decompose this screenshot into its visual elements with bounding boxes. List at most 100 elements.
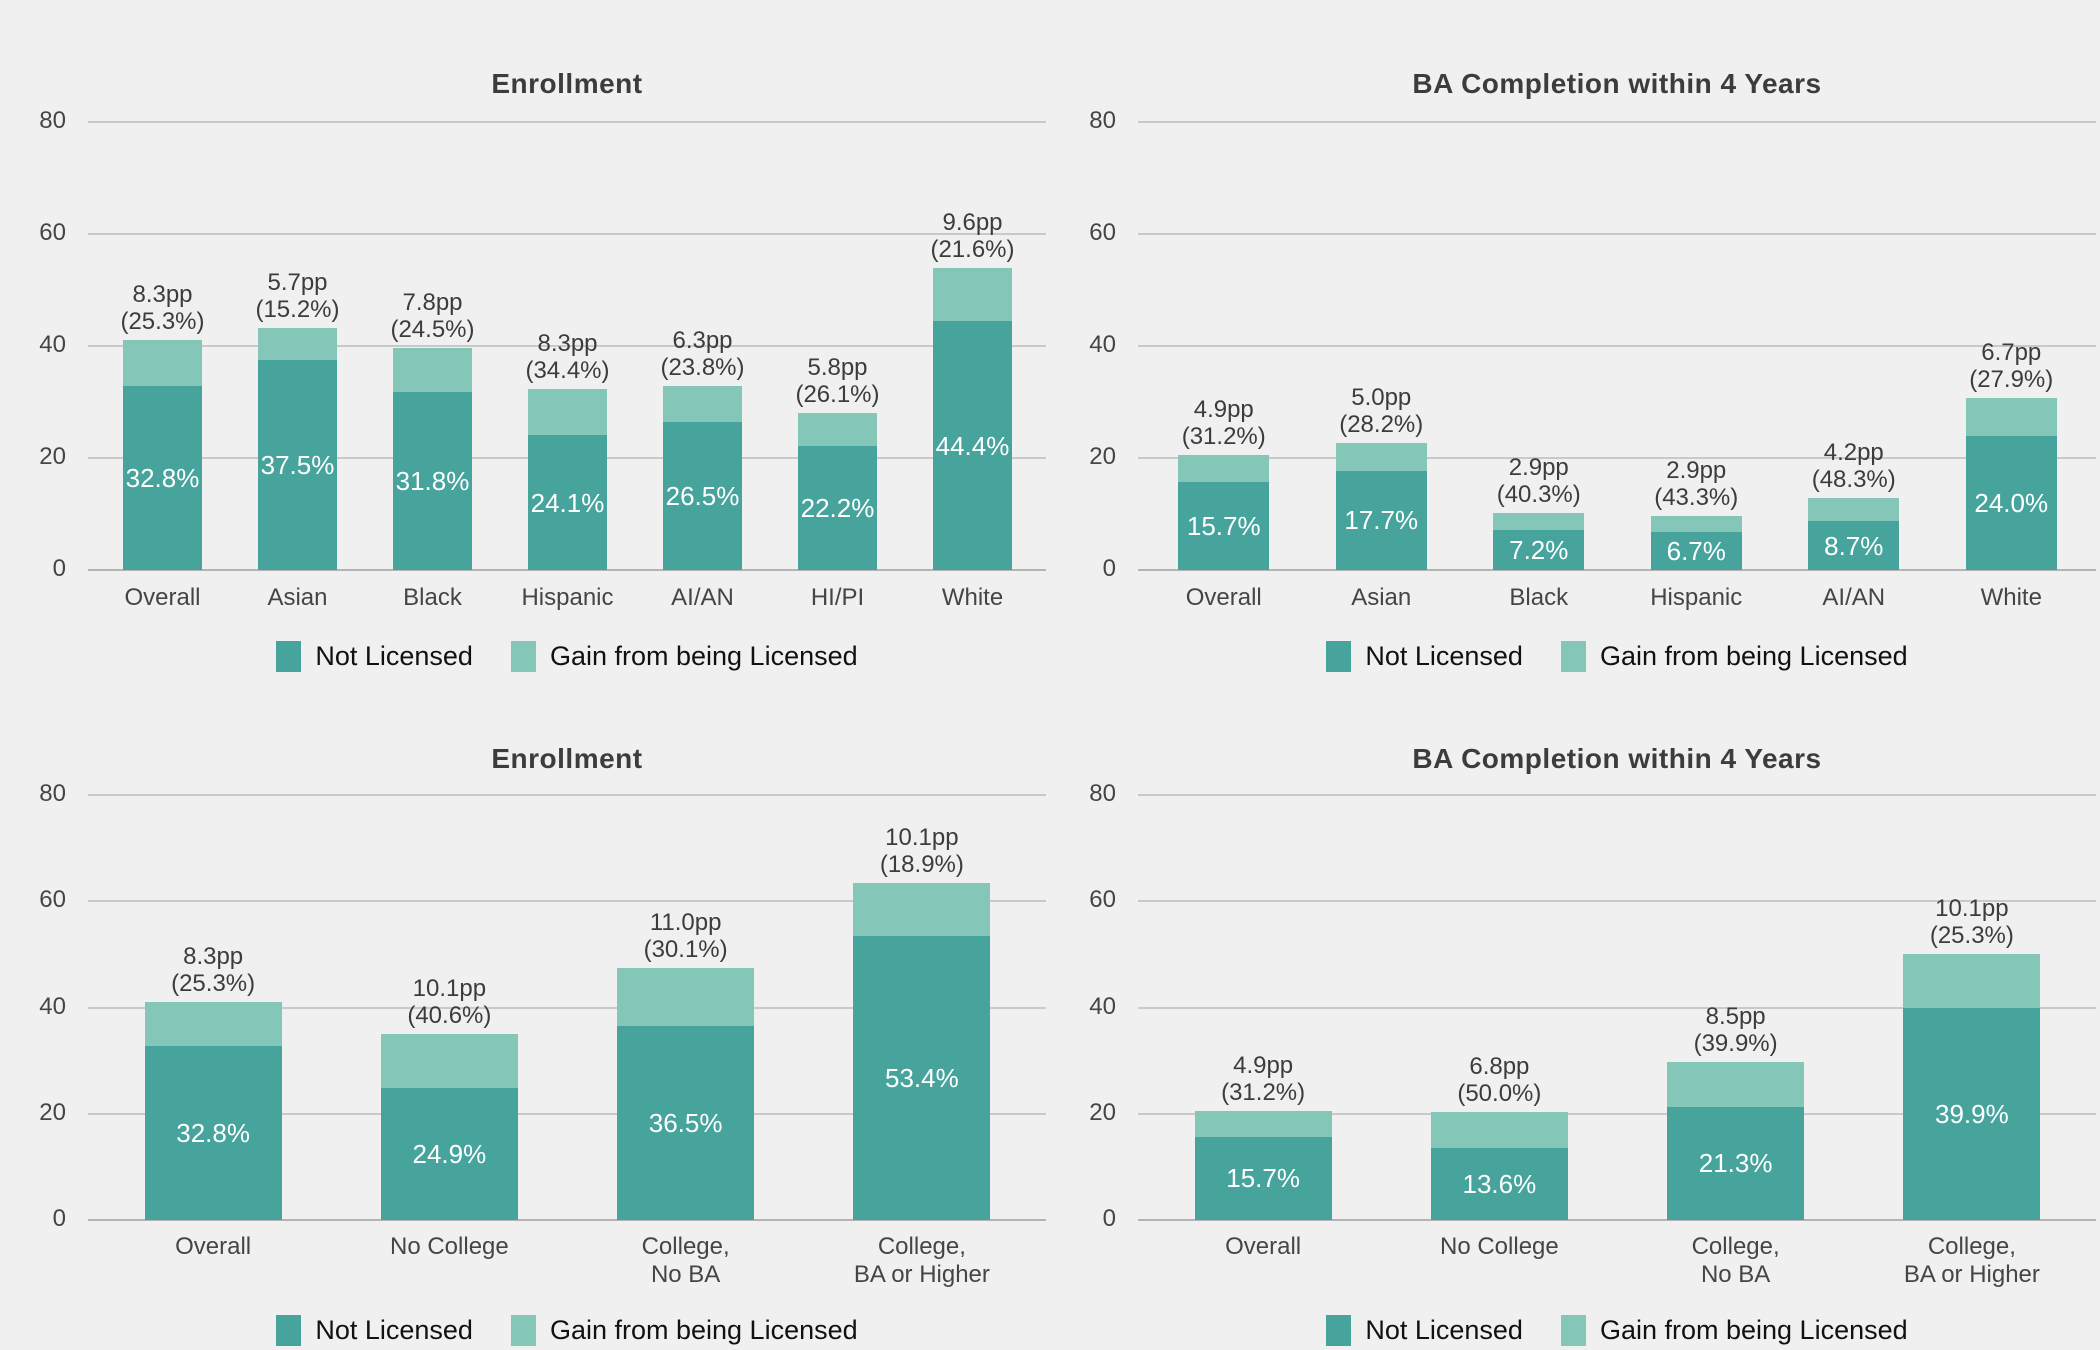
bar-gain-label: 6.8pp (50.0%) xyxy=(1389,1053,1609,1107)
bar-value-label: 15.7% xyxy=(1226,1163,1300,1194)
bar-gain-label-line: (31.2%) xyxy=(1181,422,1266,450)
x-category-label: College, No BA xyxy=(1606,1233,1866,1289)
bar-gain-label: 8.3pp (25.3%) xyxy=(103,943,323,997)
bar-segment-not-licensed xyxy=(617,1026,755,1220)
y-tick-label-60: 60 xyxy=(1089,886,1116,914)
gridline-y0 xyxy=(88,1219,1046,1221)
bar-gain-label-line: (40.3%) xyxy=(1496,481,1581,509)
x-category-label-line: College, xyxy=(1927,1233,2016,1260)
x-category-label: College, BA or Higher xyxy=(1842,1233,2100,1289)
legend-swatch-gain xyxy=(510,1314,536,1346)
x-category-label-line: HI/PI xyxy=(810,584,865,611)
bar-value-label: 8.7% xyxy=(1824,530,1884,561)
bar-gain-label-line: (27.9%) xyxy=(1969,366,2054,394)
bar-gain-label-line: (23.8%) xyxy=(660,354,745,382)
bar-segment-not-licensed xyxy=(1194,1136,1332,1220)
x-category-label-line: College, xyxy=(877,1233,966,1260)
bar-value-label: 26.5% xyxy=(665,480,740,511)
bar-segment-gain xyxy=(1808,497,1900,522)
gridline-y60 xyxy=(88,900,1046,903)
bar-gain-label-line: (26.1%) xyxy=(795,381,880,409)
bar-gain-label-line: 4.9pp xyxy=(1193,395,1254,423)
bar-value-label: 24.0% xyxy=(1974,487,2049,518)
gridline-y20 xyxy=(88,1112,1046,1115)
bar-value-label: 6.7% xyxy=(1666,536,1726,567)
legend-swatch-gain xyxy=(1560,1314,1586,1346)
bar-gain-label-line: (28.2%) xyxy=(1339,410,1424,438)
x-category-label: Asian xyxy=(1251,584,1511,612)
x-category-label-line: No BA xyxy=(650,1261,721,1288)
bar-gain-label: 5.7pp (15.2%) xyxy=(188,269,408,323)
bar-gain-label-line: (34.4%) xyxy=(525,356,610,384)
x-category-label-line: Asian xyxy=(267,584,328,611)
legend-swatch-not-licensed xyxy=(276,640,302,672)
gridline-y60 xyxy=(88,233,1046,235)
bar-gain-label-line: 10.1pp xyxy=(412,975,487,1003)
x-category-label-line: Black xyxy=(1509,584,1569,611)
x-category-label-line: AI/AN xyxy=(1822,584,1886,611)
chart-panel-ba-completion-race: BA Completion within 4 Years 0 20 40 60 80 15… xyxy=(1050,0,2100,675)
legend-item: Not Licensed xyxy=(276,640,473,672)
bar-segment-gain xyxy=(144,1001,282,1046)
bar-value-label: 24.9% xyxy=(412,1138,487,1169)
bar-segment-not-licensed xyxy=(528,435,607,570)
bar-gain-label-line: 5.8pp xyxy=(807,354,868,382)
x-category-label: Black xyxy=(1409,584,1669,612)
x-category-label-line: Black xyxy=(403,584,462,611)
bar-segment-gain xyxy=(1178,454,1270,483)
y-tick-label-40: 40 xyxy=(39,992,66,1020)
x-category-label: AI/AN xyxy=(1724,584,1984,612)
bar-segment-gain xyxy=(528,388,607,436)
bar-value-label: 17.7% xyxy=(1344,505,1419,536)
legend-item: Gain from being Licensed xyxy=(510,640,858,672)
bar-gain-label-line: (39.9%) xyxy=(1693,1029,1778,1057)
gridline-y0 xyxy=(1138,1219,2096,1221)
x-category-label-line: Asian xyxy=(1351,584,1412,611)
x-category-label: White xyxy=(1881,584,2100,612)
chart-title: Enrollment xyxy=(491,743,643,774)
bar-segment-gain xyxy=(123,339,202,387)
bar-gain-label-line: (30.1%) xyxy=(643,935,728,963)
chart-panel-ba-completion-parent-ed: BA Completion within 4 Years 0 20 40 60 80 15… xyxy=(1050,675,2100,1350)
bar-gain-label-line: (48.3%) xyxy=(1811,465,1896,493)
bar-segment-gain xyxy=(393,348,472,392)
x-category-label: Black xyxy=(303,584,563,612)
legend-item: Gain from being Licensed xyxy=(1560,1314,1908,1346)
y-tick-label-80: 80 xyxy=(39,107,66,134)
gridline-y0 xyxy=(88,569,1046,571)
legend-label: Gain from being Licensed xyxy=(1599,1314,1908,1345)
bar-gain-label-line: 8.5pp xyxy=(1705,1002,1766,1030)
bar-value-label: 44.4% xyxy=(935,430,1010,461)
bar-value-label: 37.5% xyxy=(260,450,335,480)
bar-gain-label-line: 7.8pp xyxy=(402,289,463,317)
bar-segment-not-licensed xyxy=(258,360,337,570)
gridline-y40 xyxy=(1138,1006,2096,1009)
y-tick-label-60: 60 xyxy=(39,219,66,246)
x-category-label: Overall xyxy=(1133,1233,1393,1261)
bar-value-label: 7.2% xyxy=(1509,534,1569,565)
legend-item: Not Licensed xyxy=(1326,1314,1523,1346)
legend: Not Licensed Gain from being Licensed xyxy=(1138,1310,2096,1350)
bar-value-label: 21.3% xyxy=(1698,1148,1773,1179)
bar-gain-label-line: (43.3%) xyxy=(1654,484,1739,512)
legend-label: Gain from being Licensed xyxy=(1599,640,1908,671)
legend-label: Gain from being Licensed xyxy=(549,1314,858,1345)
bar-gain-label-line: 2.9pp xyxy=(1508,454,1569,482)
x-category-label: College, No BA xyxy=(556,1233,816,1289)
legend-item: Gain from being Licensed xyxy=(510,1314,858,1346)
y-tick-label-0: 0 xyxy=(52,1205,66,1232)
chart-title: Enrollment xyxy=(491,68,643,99)
bar-segment-gain xyxy=(798,413,877,446)
legend-swatch-not-licensed xyxy=(1326,640,1352,672)
legend-swatch-gain xyxy=(510,640,536,672)
bar-gain-label-line: 11.0pp xyxy=(649,908,722,936)
bar-gain-label: 4.2pp (48.3%) xyxy=(1744,439,1964,493)
bar-gain-label-line: (15.2%) xyxy=(255,296,340,324)
legend-item: Not Licensed xyxy=(276,1314,473,1346)
gridline-y60 xyxy=(1138,900,2096,903)
y-tick-label-20: 20 xyxy=(1089,1098,1116,1126)
gridline-y40 xyxy=(88,1006,1046,1009)
x-category-label-line: BA or Higher xyxy=(853,1261,990,1288)
bar-gain-label-line: 10.1pp xyxy=(1935,895,2009,923)
bar-gain-label: 4.9pp (31.2%) xyxy=(1114,396,1334,450)
